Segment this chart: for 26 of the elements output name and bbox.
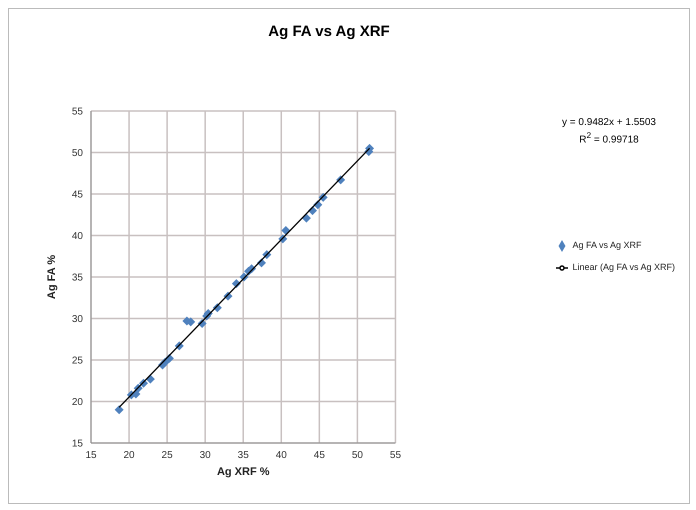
text: y = 0.9482x + 1.5503 <box>561 116 657 129</box>
legend-label: Ag FA vs Ag XRF <box>572 240 642 250</box>
y-tick-label: 45 <box>72 190 84 201</box>
x-tick-label: 15 <box>85 450 97 462</box>
x-tick-label: 20 <box>123 450 136 462</box>
y-tick-label: 40 <box>72 231 84 242</box>
x-tick-label: 45 <box>314 450 326 462</box>
x-tick-label: 50 <box>352 450 364 462</box>
x-axis-title: Ag XRF % <box>216 466 270 478</box>
x-tick-label: 40 <box>276 450 288 462</box>
x-tick-label: 30 <box>200 450 212 462</box>
y-tick-label: 55 <box>72 106 84 118</box>
text: R$^{2}$ = 0.99718 <box>578 129 640 146</box>
y-tick-label: 50 <box>72 148 84 160</box>
y-tick-label: 30 <box>72 314 84 326</box>
chart-title: Ag FA vs Ag XRF <box>267 23 391 40</box>
y-tick-label: 15 <box>72 438 84 450</box>
y-tick-label: 35 <box>72 272 84 284</box>
point <box>114 405 124 414</box>
x-tick-label: 55 <box>390 450 402 462</box>
y-tick-label: 25 <box>72 356 84 367</box>
legend-label: Linear (Ag FA vs Ag XRF) <box>572 262 675 272</box>
x-tick-label: 35 <box>238 450 250 462</box>
x-tick-label: 25 <box>162 450 174 462</box>
y-axis-title: Ag FA % <box>46 254 58 300</box>
y-tick-label: 20 <box>72 397 84 408</box>
